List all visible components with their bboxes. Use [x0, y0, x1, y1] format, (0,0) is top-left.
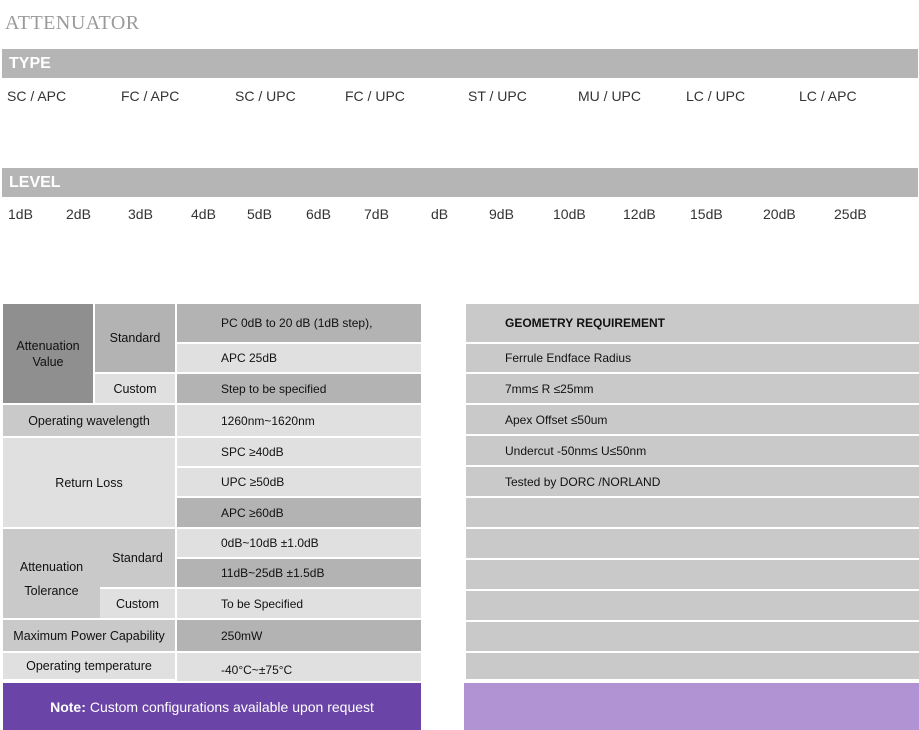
- type-option[interactable]: FC / APC: [121, 88, 180, 104]
- wavelength-value: 1260nm~1620nm: [177, 405, 421, 436]
- standard-label: Standard: [95, 304, 175, 372]
- attenuation-tolerance-line2: Tolerance: [24, 583, 79, 598]
- type-option[interactable]: FC / UPC: [345, 88, 405, 104]
- level-option[interactable]: 25dB: [834, 206, 867, 222]
- attenuation-tolerance-label: Attenuation Tolerance: [3, 529, 100, 618]
- type-option[interactable]: SC / UPC: [235, 88, 296, 104]
- type-option[interactable]: LC / UPC: [686, 88, 746, 104]
- geometry-empty-row: [466, 622, 919, 651]
- step-value: Step to be specified: [177, 374, 421, 403]
- note-text: Custom configurations available upon req…: [89, 698, 374, 715]
- temperature-value: -40°C~±75°C: [177, 653, 421, 681]
- level-option[interactable]: dB: [431, 206, 449, 222]
- level-option[interactable]: 4dB: [191, 206, 216, 222]
- apc-rl-value: APC ≥60dB: [177, 498, 421, 527]
- tolerance-custom-value: To be Specified: [177, 589, 421, 618]
- type-option[interactable]: MU / UPC: [578, 88, 641, 104]
- max-power-label: Maximum Power Capability: [3, 620, 175, 651]
- spc-value: SPC ≥40dB: [177, 438, 421, 466]
- level-option[interactable]: 10dB: [553, 206, 586, 222]
- level-option[interactable]: 5dB: [247, 206, 272, 222]
- level-option[interactable]: 20dB: [763, 206, 796, 222]
- geometry-row: 7mm≤ R ≤25mm: [466, 374, 919, 403]
- type-header: TYPE: [2, 49, 918, 78]
- upc-value: UPC ≥50dB: [177, 468, 421, 496]
- level-option[interactable]: 3dB: [128, 206, 153, 222]
- geometry-empty-row: [466, 591, 919, 620]
- operating-temperature-label: Operating temperature: [3, 653, 175, 679]
- geometry-empty-row: [466, 560, 919, 589]
- level-header: LEVEL: [2, 168, 918, 197]
- level-option[interactable]: 2dB: [66, 206, 91, 222]
- geometry-empty-row: [466, 653, 919, 679]
- attenuation-tolerance-line1: Attenuation: [19, 559, 84, 574]
- geometry-empty-row: [466, 529, 919, 558]
- attenuation-value-label: Attenuation Value: [3, 304, 93, 403]
- apc-value: APC 25dB: [177, 344, 421, 372]
- geometry-row: Undercut -50nm≤ U≤50nm: [466, 436, 919, 465]
- level-option[interactable]: 1dB: [8, 206, 33, 222]
- geometry-row: Apex Offset ≤50um: [466, 405, 919, 434]
- note-banner: Note: Custom configurations available up…: [3, 683, 421, 730]
- geometry-row: Tested by DORC /NORLAND: [466, 467, 919, 496]
- geometry-heading: GEOMETRY REQUIREMENT: [466, 304, 919, 342]
- type-option[interactable]: ST / UPC: [468, 88, 527, 104]
- pc-value: PC 0dB to 20 dB (1dB step),: [177, 304, 421, 342]
- note-label: Note:: [50, 698, 86, 715]
- operating-wavelength-label: Operating wavelength: [3, 405, 175, 436]
- tolerance-range-2: 11dB~25dB ±1.5dB: [177, 559, 421, 587]
- level-option[interactable]: 7dB: [364, 206, 389, 222]
- tolerance-custom-label: Custom: [100, 589, 175, 618]
- level-option[interactable]: 15dB: [690, 206, 723, 222]
- page-title: ATTENUATOR: [5, 12, 140, 34]
- note-banner-right: [464, 683, 919, 730]
- level-option[interactable]: 9dB: [489, 206, 514, 222]
- return-loss-label: Return Loss: [3, 438, 175, 527]
- geometry-row: Ferrule Endface Radius: [466, 344, 919, 372]
- type-option[interactable]: LC / APC: [799, 88, 857, 104]
- tolerance-standard-label: Standard: [100, 529, 175, 587]
- level-option[interactable]: 6dB: [306, 206, 331, 222]
- level-option[interactable]: 12dB: [623, 206, 656, 222]
- custom-label: Custom: [95, 374, 175, 403]
- max-power-value: 250mW: [177, 620, 421, 651]
- type-option[interactable]: SC / APC: [7, 88, 67, 104]
- geometry-empty-row: [466, 498, 919, 527]
- tolerance-range-1: 0dB~10dB ±1.0dB: [177, 529, 421, 557]
